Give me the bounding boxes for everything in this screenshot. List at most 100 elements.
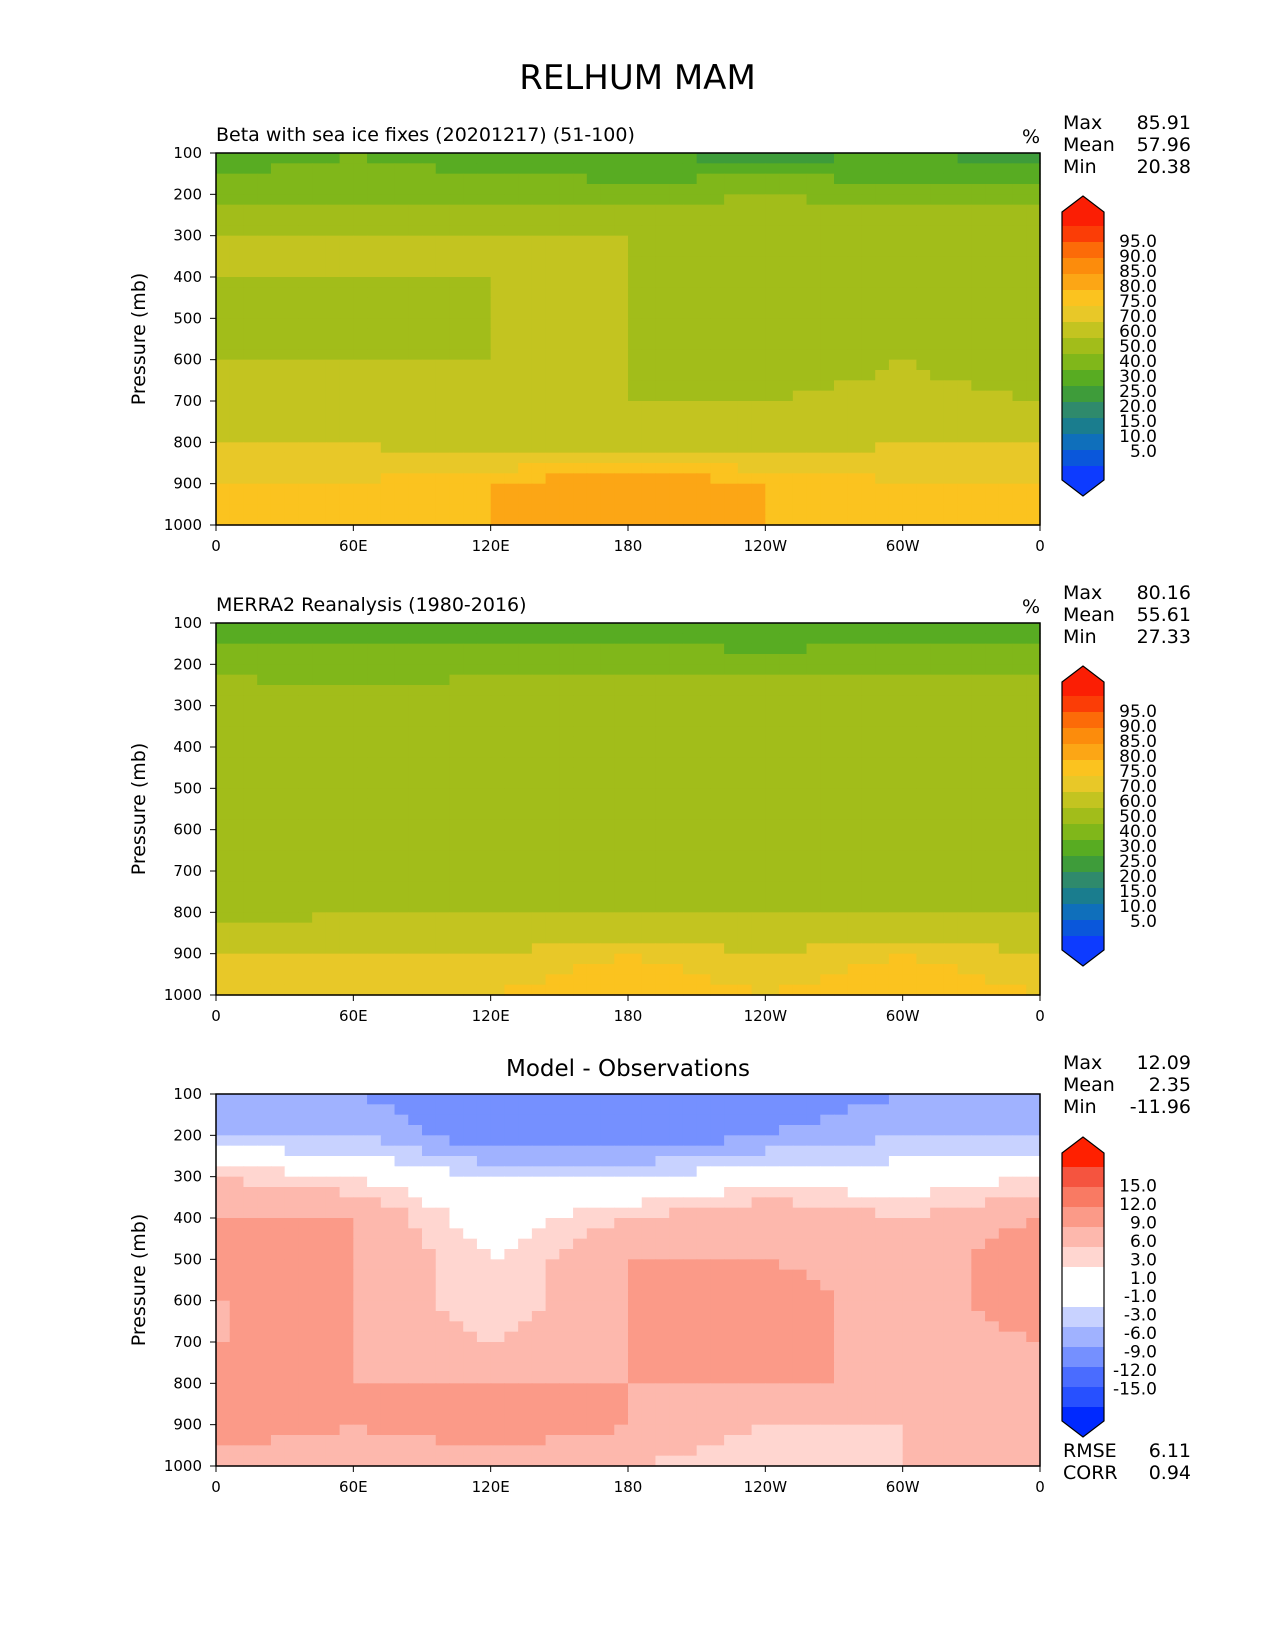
heatmap-cell <box>847 1156 863 1167</box>
heatmap-cell <box>930 421 945 433</box>
heatmap-cell <box>463 246 478 257</box>
heatmap-cell <box>985 173 1000 185</box>
heatmap-cell <box>792 328 808 340</box>
heatmap-cell <box>600 953 615 965</box>
heatmap-cell <box>449 881 464 893</box>
heatmap-cell <box>985 953 1000 965</box>
heatmap-cell <box>339 1125 354 1136</box>
heatmap-cell <box>628 809 643 820</box>
heatmap-cell <box>353 705 368 717</box>
heatmap-cell <box>531 1104 547 1116</box>
heatmap-cell <box>257 674 272 686</box>
heatmap-cell <box>476 953 492 965</box>
heatmap-cell <box>586 1104 602 1116</box>
heatmap-cell <box>573 266 588 278</box>
heatmap-cell <box>408 840 423 851</box>
heatmap-cell <box>861 778 876 789</box>
heatmap-cell <box>847 798 863 810</box>
heatmap-cell <box>518 798 533 810</box>
heatmap-cell <box>834 432 849 443</box>
heatmap-cell <box>284 380 299 392</box>
heatmap-cell <box>408 953 423 965</box>
heatmap-cell <box>380 902 396 913</box>
heatmap-cell <box>586 922 602 934</box>
heatmap-cell <box>957 297 972 309</box>
heatmap-cell <box>916 716 931 727</box>
heatmap-cell <box>737 463 753 474</box>
heatmap-cell <box>243 328 258 340</box>
heatmap-cell <box>408 173 423 185</box>
heatmap-cell <box>628 664 643 676</box>
heatmap-cell <box>751 902 766 913</box>
heatmap-cell <box>243 256 258 268</box>
heatmap-cell <box>490 933 505 944</box>
heatmap-cell <box>861 623 876 634</box>
heatmap-cell <box>353 695 368 707</box>
heatmap-cell <box>710 184 725 195</box>
heatmap-cell <box>861 411 876 423</box>
heatmap-cell <box>476 194 492 206</box>
heatmap-cell <box>243 1166 258 1178</box>
heatmap-cell <box>545 235 560 247</box>
heatmap-cell <box>216 215 231 226</box>
heatmap-cell <box>875 390 890 402</box>
heatmap-cell <box>367 308 382 319</box>
heatmap-cell <box>930 163 945 175</box>
heatmap-cell <box>1026 623 1041 634</box>
heatmap-cell <box>394 328 409 340</box>
heatmap-cell <box>243 235 258 247</box>
heatmap-cell <box>257 829 272 841</box>
heatmap-cell <box>518 204 533 216</box>
heatmap-cell <box>861 204 876 216</box>
colorbar-tick-label: 80.0 <box>1119 747 1157 767</box>
heatmap-cell <box>435 943 451 955</box>
heatmap-cell <box>257 194 272 206</box>
heatmap-cell <box>243 705 258 717</box>
heatmap-cell <box>298 339 313 350</box>
heatmap-cell <box>380 705 396 717</box>
heatmap-cell <box>298 984 313 996</box>
heatmap-cell <box>504 953 519 965</box>
heatmap-cell <box>312 349 327 361</box>
heatmap-cell <box>325 623 341 634</box>
heatmap-cell <box>834 809 849 820</box>
heatmap-cell <box>834 380 849 392</box>
heatmap-cell <box>380 421 396 433</box>
heatmap-cell <box>888 246 904 257</box>
heatmap-cell <box>600 726 615 738</box>
heatmap-cell <box>724 432 739 443</box>
heatmap-cell <box>435 922 451 934</box>
heatmap-cell <box>600 654 615 665</box>
heatmap-cell <box>243 380 258 392</box>
heatmap-cell <box>696 757 711 769</box>
heatmap-cell <box>422 654 437 665</box>
heatmap-cell <box>875 483 890 495</box>
heatmap-cell <box>449 819 464 831</box>
heatmap-cell <box>669 463 684 474</box>
heatmap-cell <box>476 349 492 361</box>
heatmap-cell <box>655 173 670 185</box>
heatmap-cell <box>257 695 272 707</box>
heatmap-cell <box>284 798 299 810</box>
heatmap-cell <box>216 798 231 810</box>
heatmap-cell <box>284 215 299 226</box>
heatmap-cell <box>847 654 863 665</box>
heatmap-cell <box>641 504 657 516</box>
heatmap-cell <box>751 256 766 268</box>
heatmap-cell <box>312 974 327 986</box>
heatmap-cell <box>614 194 629 206</box>
heatmap-cell <box>545 643 560 655</box>
heatmap-cell <box>806 726 821 738</box>
heatmap-cell <box>655 871 670 882</box>
heatmap-cell <box>765 297 780 309</box>
heatmap-cell <box>614 695 629 707</box>
heatmap-cell <box>792 349 808 361</box>
heatmap-cell <box>490 504 505 516</box>
heatmap-cell <box>284 1114 299 1126</box>
heatmap-cell <box>737 432 753 443</box>
heatmap-cell <box>545 370 560 381</box>
heatmap-cell <box>875 964 890 975</box>
heatmap-cell <box>655 860 670 872</box>
heatmap-cell <box>270 483 286 495</box>
heatmap-cell <box>476 788 492 800</box>
